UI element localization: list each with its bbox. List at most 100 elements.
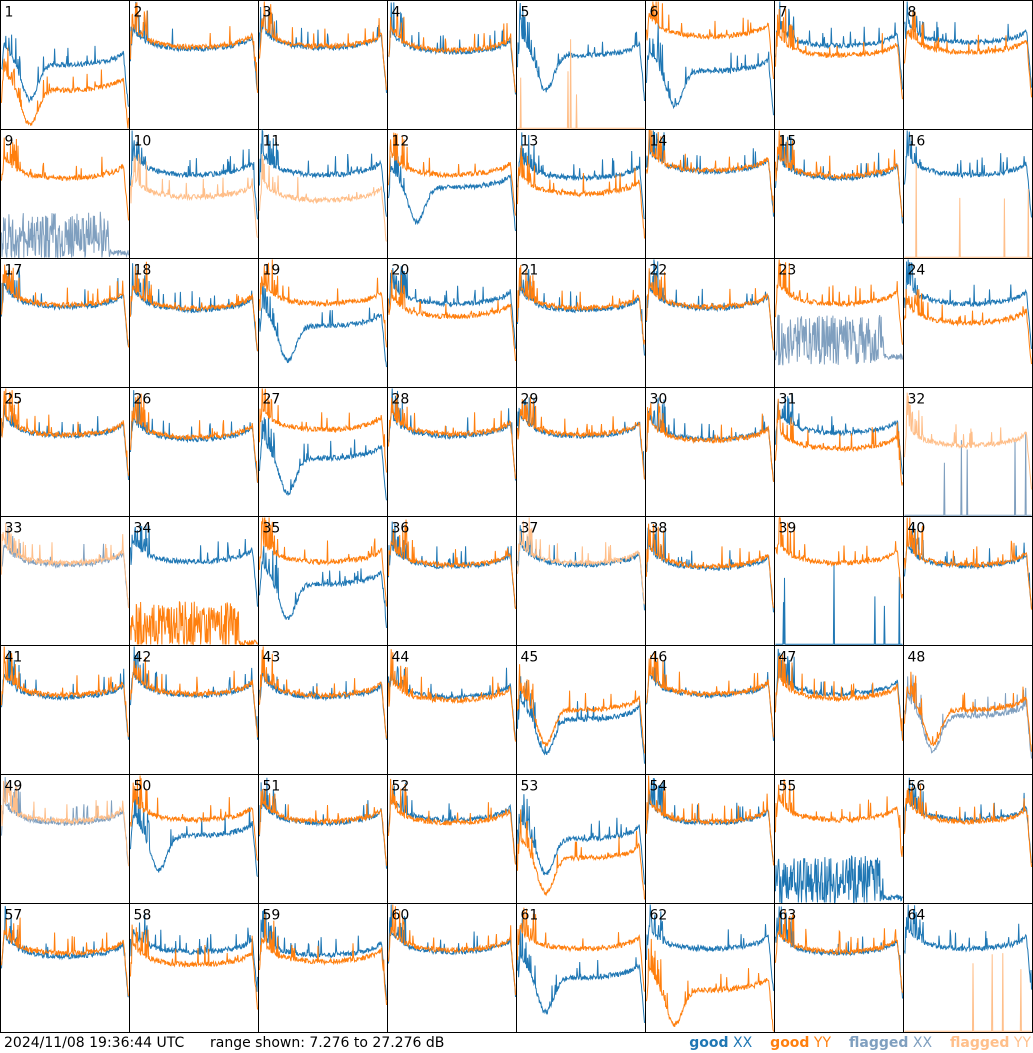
panel-tile-13: 13 — [516, 129, 646, 259]
panel-label: 34 — [134, 521, 152, 537]
panel-tile-24: 24 — [903, 258, 1033, 388]
panel-label: 47 — [779, 650, 797, 666]
series-xx-tile-11 — [259, 128, 387, 217]
panel-label: 14 — [650, 134, 668, 150]
series-yy-tile-53 — [517, 809, 645, 900]
legend-pol: YY — [1009, 1035, 1031, 1051]
panel-frame — [645, 258, 775, 388]
series-yy-tile-12 — [388, 132, 516, 216]
series-yy-tile-8 — [904, 9, 1032, 98]
series-yy-tile-14 — [646, 130, 774, 213]
panel-label: 43 — [263, 650, 281, 666]
series-xx-tile-16 — [904, 130, 1032, 218]
series-yy-tile-42 — [130, 657, 258, 738]
series-xx-tile-13 — [517, 132, 645, 220]
panel-frame — [774, 387, 904, 517]
panel-frame — [645, 0, 775, 130]
panel-label: 2 — [134, 5, 143, 21]
panel-tile-59: 59 — [258, 903, 388, 1033]
panel-frame — [774, 516, 904, 646]
series-yy-tile-25 — [1, 388, 129, 476]
panel-tile-36: 36 — [387, 516, 517, 646]
series-yy-tile-36 — [388, 519, 516, 610]
panel-tile-31: 31 — [774, 387, 904, 517]
panel-tile-42: 42 — [129, 645, 259, 775]
panel-frame — [258, 903, 388, 1033]
series-yy-tile-22 — [646, 268, 774, 351]
panel-tile-32: 32 — [903, 387, 1033, 517]
series-xx-tile-31 — [775, 394, 903, 475]
series-yy-tile-49 — [1, 780, 129, 867]
panel-tile-54: 54 — [645, 774, 775, 904]
series-xx-tile-23 — [775, 314, 903, 366]
series-yy-tile-56 — [904, 784, 1032, 867]
legend: good XX good YY flagged XX flagged YY — [689, 1035, 1031, 1051]
panel-tile-12: 12 — [387, 129, 517, 259]
panel-frame — [387, 903, 517, 1033]
series-xx-tile-10 — [130, 130, 258, 220]
panel-tile-15: 15 — [774, 129, 904, 259]
series-yy-tile-4 — [388, 9, 516, 93]
panel-tile-35: 35 — [258, 516, 388, 646]
footer-bar: 2024/11/08 19:36:44 UTC range shown: 7.2… — [0, 1033, 1033, 1053]
panel-frame — [129, 258, 259, 388]
series-yy-tile-39 — [775, 516, 903, 599]
series-yy-tile-1 — [1, 47, 129, 129]
series-yy-tile-28 — [388, 393, 516, 479]
panel-frame — [774, 645, 904, 775]
panel-label: 18 — [134, 263, 152, 279]
panel-frame — [0, 903, 130, 1033]
panel-frame — [774, 129, 904, 259]
panel-label: 21 — [521, 263, 539, 279]
panel-label: 56 — [908, 779, 926, 795]
series-xx-tile-62 — [646, 904, 774, 991]
series-xx-tile-5 — [517, 2, 645, 102]
panel-tile-11: 11 — [258, 128, 388, 259]
panel-label: 16 — [908, 134, 926, 150]
series-yy-tile-27 — [259, 388, 387, 473]
legend-word: good — [770, 1035, 810, 1051]
series-xx-tile-9 — [1, 211, 129, 260]
panel-label: 38 — [650, 521, 668, 537]
panel-frame — [516, 258, 646, 388]
panel-label: 19 — [263, 263, 281, 279]
series-xx-tile-61 — [517, 918, 645, 1023]
panel-label: 17 — [5, 263, 23, 279]
series-yy-tile-44 — [388, 649, 516, 742]
series-xx-tile-35 — [259, 545, 387, 628]
panel-tile-51: 51 — [258, 774, 388, 904]
panel-frame — [387, 0, 517, 130]
panel-tile-60: 60 — [387, 903, 517, 1033]
panel-label: 24 — [908, 263, 926, 279]
panel-label: 53 — [521, 779, 539, 795]
panel-tile-38: 38 — [645, 516, 775, 646]
panel-tile-43: 43 — [258, 645, 388, 775]
series-xx-tile-3 — [259, 6, 387, 93]
series-xx-tile-40 — [904, 525, 1032, 609]
legend-word: good — [689, 1035, 729, 1051]
panel-label: 25 — [5, 392, 23, 408]
series-xx-tile-12 — [388, 143, 516, 231]
series-yy-tile-15 — [775, 130, 903, 218]
panel-label: 45 — [521, 650, 539, 666]
series-yy-tile-19 — [259, 259, 387, 348]
legend-item-flagged-yy: flagged YY — [950, 1035, 1031, 1051]
legend-item-good-yy: good YY — [770, 1035, 831, 1051]
panel-label: 12 — [392, 134, 410, 150]
series-xx-tile-21 — [517, 269, 645, 356]
series-xx-tile-34 — [130, 524, 258, 607]
panel-label: 49 — [5, 779, 23, 795]
series-xx-tile-53 — [517, 794, 645, 885]
panel-label: 54 — [650, 779, 668, 795]
panel-label: 41 — [5, 650, 23, 666]
panel-tile-7: 7 — [774, 0, 904, 130]
panel-tile-20: 20 — [387, 258, 517, 388]
panel-frame — [258, 0, 388, 130]
series-xx-tile-44 — [388, 666, 516, 741]
panel-frame — [774, 0, 904, 130]
panel-frame — [645, 903, 775, 1033]
panel-label: 28 — [392, 392, 410, 408]
panel-tile-23: 23 — [774, 258, 904, 388]
series-xx-tile-26 — [130, 390, 258, 483]
panel-label: 10 — [134, 134, 152, 150]
